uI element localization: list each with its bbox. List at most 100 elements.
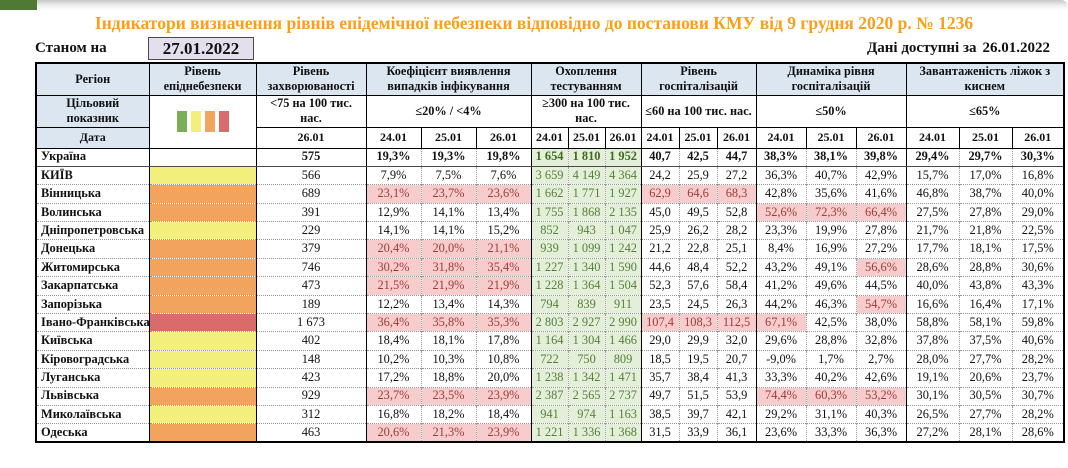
hospitalization-value: 58,4 [716,276,757,296]
testing-value: 1 868 [567,202,606,222]
oxygen-beds-value: 16,8% [1011,165,1065,185]
hosp-dynamics-value: 29,6% [755,331,807,351]
incidence-value: 189 [255,294,366,314]
hospitalization-value: 38,5 [640,404,680,424]
testing-value: 1 810 [567,147,606,167]
testing-value: 1 164 [530,331,569,351]
oxygen-beds-value: 37,8% [905,331,960,351]
oxygen-beds-value: 16,4% [958,294,1013,314]
epidemic-level-cell [148,221,256,240]
epidemic-level-cell [148,331,256,351]
hosp-dynamics-value: 41,2% [755,276,807,296]
hosp-dynamics-value: 43,2% [755,257,807,277]
region-name: Запорізька [36,294,149,314]
level-target-squares-cell [148,94,257,149]
detection-value: 18,2% [420,404,476,424]
testing-value: 794 [530,294,569,314]
incidence-value: 391 [255,202,366,222]
table-row: Львівська 929 23,7% 23,5% 23,9% 2 387 2 565 2 7… [36,386,1065,406]
table-row: Київська 402 18,4% 18,1% 17,8% 1 164 1 304 1 46… [36,331,1065,351]
detection-value: 20,0% [475,368,532,388]
detection-value: 23,5% [420,386,476,406]
testing-value: 2 927 [567,313,606,332]
incidence-value: 575 [255,147,366,167]
oxygen-beds-value: 20,6% [958,368,1013,388]
as-of-row: Станом на 27.01.2022 Дані доступні за 26.… [35,36,1050,61]
date-header-detection: 26.01 [475,126,532,149]
hospitalization-value: 49,5 [678,202,718,222]
epidemic-level-cell [148,147,256,167]
epidemic-level-cell [148,184,256,204]
hosp-dynamics-value: 23,6% [755,423,807,443]
testing-value: 1 228 [530,276,569,296]
testing-value: 2 990 [604,313,642,332]
hospitalization-value: 21,2 [640,239,680,259]
as-of-date-cell[interactable]: 27.01.2022 [148,37,254,60]
hosp-dynamics-value: 40,7% [805,165,857,185]
incidence-value: 473 [255,276,366,296]
oxygen-beds-value: 27,7% [958,404,1013,424]
oxygen-beds-value: 27,7% [958,349,1013,369]
incidence-value: 423 [255,368,366,388]
oxygen-beds-value: 28,1% [958,423,1013,443]
data-available-label: Дані доступні за [866,40,977,56]
hospitalization-value: 41,3 [716,368,757,388]
epidemic-level-cell [148,349,256,369]
hospitalization-value: 45,0 [640,202,680,222]
oxygen-beds-value: 23,7% [1011,368,1065,388]
hosp-dynamics-value: 66,4% [855,202,907,222]
epidemic-level-cell [148,239,256,259]
date-row-label: Дата [35,126,150,149]
green-level-square [176,111,187,132]
testing-value: 1 662 [530,184,569,204]
testing-value: 1 590 [604,257,642,277]
hospitalization-value: 24,5 [678,294,718,314]
incidence-value: 379 [255,239,366,259]
testing-value: 1 368 [604,423,642,443]
incidence-value: 746 [255,257,366,277]
detection-value: 13,4% [475,202,532,222]
header-group-row: Регіон Рівень епіднебезпеки Рівень захво… [35,62,1065,96]
target-row-label: Цільовий показник [35,94,150,128]
hosp-dynamics-value: 42,6% [855,368,907,388]
date-header-hosp: 26.01 [716,126,757,149]
hospitalization-value: 40,7 [640,147,680,167]
detection-value: 23,9% [475,386,532,406]
detection-value: 18,4% [365,331,421,351]
incidence-value: 1 673 [255,313,366,332]
oxygen-beds-value: 43,3% [1011,276,1065,296]
hosp-dynamics-value: 54,7% [855,294,907,314]
hospitalization-value: 36,1 [716,423,757,443]
detection-value: 19,8% [475,147,532,167]
testing-value: 1 221 [530,423,569,443]
hospitalization-value: 29,0 [640,331,680,351]
testing-value: 809 [604,349,642,369]
oxygen-beds-value: 29,4% [905,147,960,167]
hospitalization-value: 42,1 [716,404,757,424]
testing-value: 1 336 [567,423,606,443]
table-row: Україна 575 19,3% 19,3% 19,8% 1 654 1 810 1 952… [36,147,1065,167]
detection-value: 10,2% [365,349,421,369]
hosp-dynamics-value: 41,6% [855,184,907,204]
region-name: Кіровоградська [36,349,149,369]
table-row: КИЇВ 566 7,9% 7,5% 7,6% 3 659 4 149 4 364 24,2 25… [36,165,1065,185]
hospitalization-value: 32,0 [716,331,757,351]
oxygen-beds-value: 43,8% [958,276,1013,296]
hospitalization-value: 27,2 [716,165,757,185]
target-oxygen-beds: ≤65% [905,94,1065,128]
hospitalization-value: 39,7 [678,404,718,424]
testing-value: 1 927 [604,184,642,204]
hosp-dynamics-value: 49,1% [805,257,857,277]
detection-value: 18,4% [475,404,532,424]
level-legend-squares [152,111,254,132]
region-name: КИЇВ [36,165,149,185]
detection-value: 31,8% [420,257,476,277]
testing-value: 1 099 [567,239,606,259]
col-header-region: Регіон [35,62,150,96]
hospitalization-value: 68,3 [716,184,757,204]
testing-value: 750 [567,349,606,369]
testing-value: 1 466 [604,331,642,351]
detection-value: 35,4% [475,257,532,277]
detection-value: 20,0% [420,239,476,259]
region-name: Миколаївська [36,404,149,424]
